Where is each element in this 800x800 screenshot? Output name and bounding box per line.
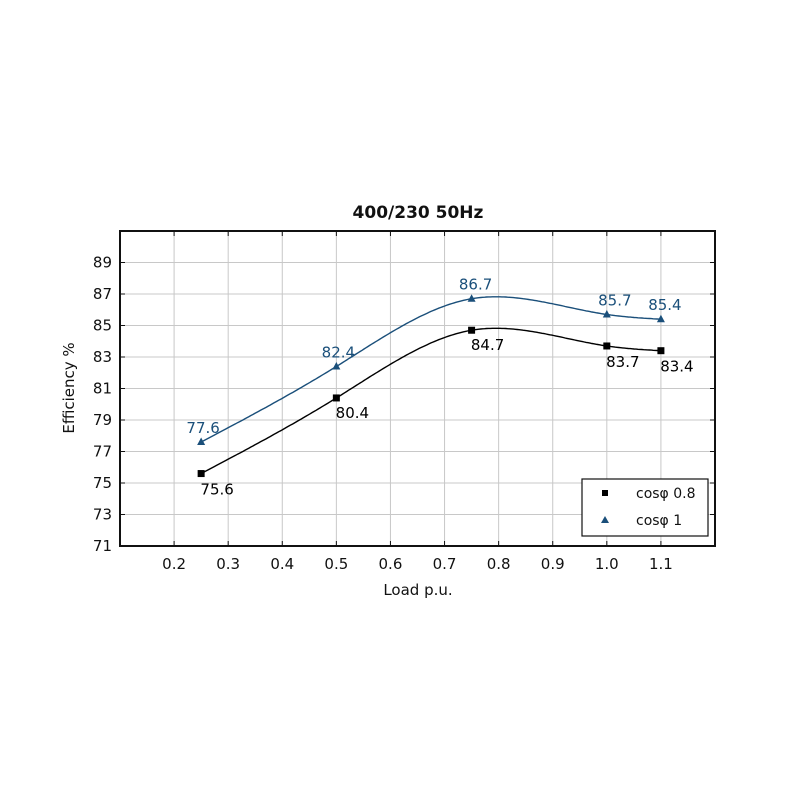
y-tick-label: 77 bbox=[93, 443, 112, 461]
x-tick-label: 0.6 bbox=[379, 555, 403, 573]
legend-label-1: cosφ 1 bbox=[636, 513, 682, 529]
data-point-square bbox=[603, 342, 611, 350]
y-tick-label: 73 bbox=[93, 506, 112, 524]
data-labels: 75.6 80.4 84.7 83.7 83.4 77.6 82.4 86.7 85.7 85.4 bbox=[186, 276, 693, 499]
data-label: 80.4 bbox=[336, 404, 369, 422]
y-tick-label: 71 bbox=[93, 537, 112, 555]
data-point-triangle bbox=[197, 437, 206, 446]
legend-box bbox=[581, 478, 709, 537]
data-label: 86.7 bbox=[459, 276, 492, 294]
y-tick-label: 87 bbox=[93, 285, 112, 303]
data-label: 83.4 bbox=[660, 358, 693, 376]
series-line-0 bbox=[200, 327, 661, 475]
data-point-square bbox=[657, 347, 665, 355]
y-axis-label: Efficiency % bbox=[60, 342, 78, 433]
data-point-triangle bbox=[467, 294, 476, 302]
x-tick-label: 0.2 bbox=[162, 555, 186, 573]
data-point-triangle bbox=[656, 314, 665, 323]
data-point-square bbox=[468, 326, 476, 334]
legend-label-0: cosφ 0.8 bbox=[636, 486, 696, 502]
data-point-triangle bbox=[602, 309, 611, 318]
y-tick-label: 83 bbox=[93, 348, 112, 366]
data-point-triangle bbox=[332, 361, 341, 370]
data-label: 85.4 bbox=[648, 296, 681, 314]
data-point-square bbox=[197, 470, 205, 478]
y-tick-label: 81 bbox=[93, 380, 112, 398]
data-point-square bbox=[332, 394, 340, 402]
y-tick-label: 89 bbox=[93, 254, 112, 272]
data-label: 84.7 bbox=[471, 336, 504, 354]
data-label: 75.6 bbox=[200, 481, 233, 499]
x-tick-label: 0.7 bbox=[433, 555, 457, 573]
y-tick-label: 79 bbox=[93, 411, 112, 429]
data-label: 77.6 bbox=[186, 419, 219, 437]
x-tick-label: 1.0 bbox=[595, 555, 619, 573]
y-tick-label: 75 bbox=[93, 474, 112, 492]
legend: cosφ 0.8 cosφ 1 bbox=[581, 478, 709, 537]
x-tick-label: 0.4 bbox=[270, 555, 294, 573]
legend-marker-triangle bbox=[601, 516, 609, 523]
x-tick-label: 0.9 bbox=[541, 555, 565, 573]
series-layer bbox=[197, 294, 665, 478]
x-tick-label: 0.8 bbox=[487, 555, 511, 573]
data-label: 85.7 bbox=[598, 291, 631, 309]
chart-title: 400/230 50Hz bbox=[353, 203, 484, 223]
x-tick-label: 0.5 bbox=[324, 555, 348, 573]
data-label: 82.4 bbox=[322, 343, 355, 361]
grid bbox=[120, 231, 715, 546]
legend-marker-square bbox=[602, 490, 608, 496]
x-tick-label: 0.3 bbox=[216, 555, 240, 573]
series-line-1 bbox=[200, 296, 661, 443]
x-tick-label: 1.1 bbox=[649, 555, 673, 573]
y-tick-label: 85 bbox=[93, 317, 112, 335]
axis-ticks: 0.2 0.3 0.4 0.5 0.6 0.7 0.8 0.9 1.0 1.1 71 73 75 77 79… bbox=[93, 231, 715, 573]
x-axis-label: Load p.u. bbox=[383, 581, 452, 599]
data-label: 83.7 bbox=[606, 353, 639, 371]
